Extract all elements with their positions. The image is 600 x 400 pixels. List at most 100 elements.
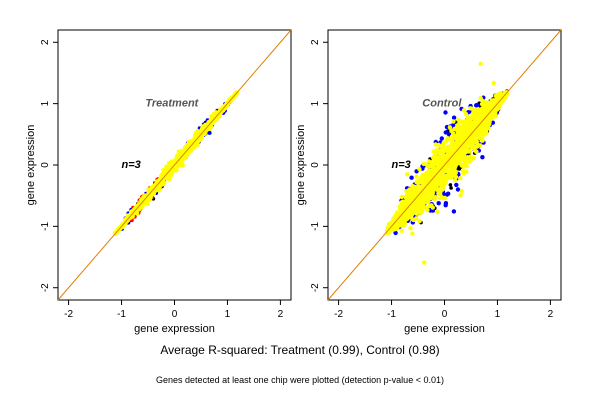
data-point [142,193,147,198]
data-point [436,201,441,206]
data-point [425,196,430,201]
data-point [435,169,441,174]
data-point [409,193,414,198]
data-point [414,174,419,179]
data-point [482,104,487,109]
data-point [451,133,457,138]
data-point [457,167,462,171]
data-point [466,115,471,120]
data-point [478,61,483,66]
data-point [202,131,207,136]
data-point [430,155,436,160]
y-tick-label: 1 [310,100,321,106]
data-point [404,202,409,208]
y-tick-label: -1 [40,221,51,230]
data-point [406,197,412,202]
data-point [433,142,438,147]
treatment-panel: -2 -1 0 1 2 -2 -1 0 1 2 Treatment n=3 gene expres… [25,29,292,335]
data-point [449,186,453,190]
data-point [455,187,461,192]
data-point [480,122,486,127]
data-point [452,178,458,183]
data-point [160,179,166,185]
data-point [177,152,183,157]
data-point [472,144,477,150]
control-panel: -2 -1 0 1 2 -2 -1 0 1 2 Control n=3 gene expressi… [295,29,562,335]
data-point [490,120,495,125]
data-point [459,188,464,194]
data-point [456,117,461,123]
data-point [466,159,472,165]
data-point [486,121,491,126]
data-point [413,209,418,214]
data-point [459,137,465,142]
treatment-y-axis-label: gene expression [25,125,37,206]
data-point [451,123,456,128]
data-point [167,175,172,180]
data-point [478,143,483,148]
data-point [451,119,456,124]
data-point [398,220,403,226]
data-point [405,189,411,194]
data-point [471,111,477,116]
control-identity-line [327,29,562,301]
data-point [430,191,435,196]
data-point [460,130,466,135]
control-ticks: -2 -1 0 1 2 -2 -1 0 1 2 [310,39,554,320]
data-point [413,185,418,191]
data-point [211,115,217,121]
data-point [399,228,404,233]
data-point [407,215,412,220]
data-point [462,158,467,163]
treatment-identity-line [57,29,292,301]
x-tick-label: -1 [387,309,396,320]
data-point [451,170,457,175]
x-tick-label: 1 [225,309,231,320]
data-point [409,175,414,180]
treatment-panel-title: Treatment [145,98,199,110]
data-point [410,231,415,236]
data-point [399,205,405,210]
x-tick-label: 1 [495,309,501,320]
treatment-x-axis-label: gene expression [134,323,215,335]
data-point [460,168,466,174]
data-point [417,166,422,172]
data-point [435,209,440,215]
data-point [458,153,463,158]
control-n-annotation: n=3 [392,159,411,171]
data-point [443,130,448,135]
data-point [454,182,459,188]
data-point [458,193,463,198]
data-point [143,197,148,202]
data-point [399,194,404,200]
data-point [455,137,460,142]
data-point [183,150,189,156]
data-point [430,169,435,175]
data-point [419,199,424,204]
data-point [435,187,440,193]
data-point [461,145,466,150]
data-point [441,179,446,184]
y-tick-label: -2 [310,283,321,292]
data-point [472,119,477,125]
data-point [412,204,417,209]
data-point [207,130,212,135]
x-tick-label: -2 [64,309,73,320]
data-point [460,150,465,155]
data-point [464,169,469,174]
data-point [439,147,445,152]
data-point [401,223,407,228]
data-point [422,260,427,265]
data-point [441,141,446,146]
data-point [449,163,454,168]
data-point [443,166,448,172]
data-point [148,191,154,196]
data-point [439,173,444,178]
data-point [461,120,466,126]
data-point [480,98,485,104]
treatment-ticks: -2 -1 0 1 2 -2 -1 0 1 2 [40,39,284,320]
data-point [440,187,445,192]
y-tick-label: 1 [40,100,51,106]
data-point [459,163,464,168]
